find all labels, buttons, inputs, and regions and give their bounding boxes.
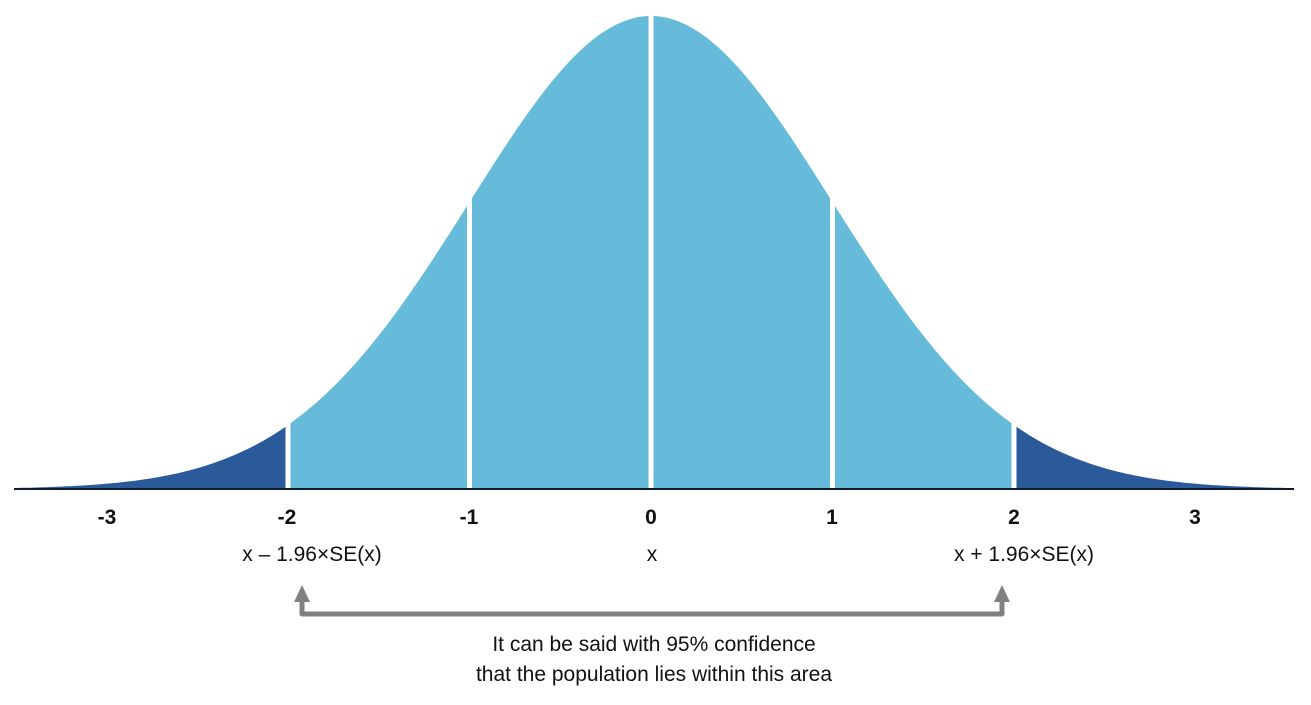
arrow-up-left-icon — [294, 585, 310, 602]
tick-0: 0 — [645, 506, 657, 529]
sigma-dividers — [285, 8, 1017, 489]
tick-3: 3 — [1189, 506, 1201, 529]
confidence-bracket-arrow — [294, 585, 1010, 617]
curve-regions — [15, 16, 1287, 489]
caption-line-2: that the population lies within this are… — [475, 663, 833, 686]
upper-bound-label: x + 1.96×SE(x) — [953, 543, 1095, 566]
region-minus2-to-minus1 — [288, 202, 470, 489]
lower-bound-label: x – 1.96×SE(x) — [242, 543, 382, 566]
tick-2: 2 — [1008, 506, 1020, 529]
tick-1: 1 — [826, 506, 838, 529]
region-1-to-2 — [832, 202, 1014, 489]
arrow-up-right-icon — [994, 585, 1010, 602]
tick-minus-3: -3 — [97, 506, 117, 529]
caption-line-1: It can be said with 95% confidence — [492, 633, 816, 656]
mean-label: x — [646, 543, 658, 566]
tick-minus-1: -1 — [459, 506, 479, 529]
tick-minus-2: -2 — [277, 506, 297, 529]
region-0-to-1 — [651, 16, 833, 489]
region-right-tail — [1014, 425, 1287, 489]
confidence-caption: It can be said with 95% confidence that … — [476, 630, 832, 690]
region-minus1-to-0 — [469, 16, 651, 489]
region-left-tail — [15, 425, 289, 489]
